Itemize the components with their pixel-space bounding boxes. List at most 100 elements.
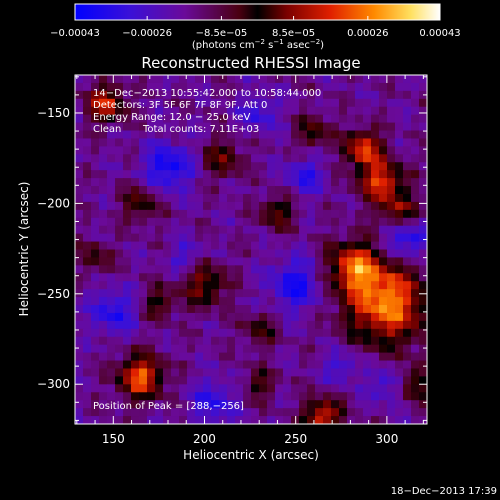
heatmap-cell [235, 344, 244, 354]
heatmap-cell [227, 376, 236, 385]
heatmap-cell [355, 392, 364, 401]
heatmap-cell [147, 336, 156, 346]
heatmap-cell [259, 130, 268, 140]
heatmap-cell [411, 75, 420, 84]
heatmap-cell [323, 376, 332, 385]
heatmap-cell [339, 368, 348, 378]
heatmap-cell [203, 201, 212, 211]
heatmap-cell [371, 162, 380, 171]
heatmap-cell [163, 289, 172, 298]
heatmap-cell [227, 98, 236, 108]
heatmap-cell [379, 305, 388, 314]
heatmap-cell [203, 193, 212, 203]
heatmap-cell [235, 186, 244, 195]
heatmap-cell [267, 344, 276, 354]
heatmap-cell [203, 75, 212, 84]
heatmap-cell [315, 75, 324, 84]
heatmap-cell [291, 305, 300, 314]
heatmap-cell [267, 201, 276, 211]
heatmap-cell [139, 265, 148, 274]
heatmap-cell [91, 305, 100, 314]
heatmap-cell [139, 249, 148, 259]
heatmap-cell [403, 138, 412, 147]
heatmap-cell [243, 352, 252, 362]
heatmap-cell [155, 170, 164, 179]
heatmap-cell [195, 265, 204, 274]
heatmap-cell [395, 209, 404, 219]
heatmap-cell [307, 146, 316, 155]
heatmap-cell [155, 114, 164, 124]
heatmap-cell [267, 146, 276, 155]
heatmap-cell [275, 408, 284, 417]
heatmap-cell [355, 122, 364, 132]
heatmap-cell [411, 400, 420, 409]
heatmap-cell [203, 122, 212, 132]
heatmap-cell [195, 225, 204, 235]
heatmap-cell [315, 384, 324, 393]
heatmap-cell [195, 201, 204, 211]
heatmap-cell [371, 154, 380, 163]
heatmap-cell [251, 138, 260, 147]
heatmap-cell [299, 233, 308, 243]
heatmap-cell [315, 201, 324, 211]
heatmap-cell [123, 257, 132, 266]
heatmap-cell [403, 146, 412, 155]
heatmap-cell [131, 217, 140, 227]
heatmap-cell [347, 90, 356, 100]
heatmap-cell [211, 336, 220, 346]
heatmap-cell [331, 170, 340, 179]
heatmap-cell [123, 178, 132, 187]
heatmap-cell [259, 328, 268, 338]
heatmap-cell [227, 249, 236, 259]
heatmap-cell [275, 320, 284, 330]
heatmap-cell [331, 297, 340, 306]
heatmap-cell [403, 193, 412, 203]
heatmap-cell [275, 225, 284, 235]
heatmap-cell [259, 416, 268, 424]
heatmap-cell [299, 154, 308, 163]
heatmap-cell [275, 82, 284, 92]
heatmap-cell [323, 305, 332, 314]
heatmap-cell [83, 400, 92, 409]
heatmap-cell [179, 106, 188, 116]
heatmap-cell [411, 193, 420, 203]
heatmap-cell [179, 75, 188, 84]
heatmap-cell [315, 416, 324, 424]
heatmap-cell [99, 138, 108, 147]
heatmap-cell [251, 360, 260, 370]
heatmap-cell [363, 201, 372, 211]
heatmap-cell [275, 201, 284, 211]
heatmap-cell [323, 273, 332, 282]
heatmap-cell [147, 75, 156, 84]
heatmap-cell [275, 392, 284, 401]
chart-title: Reconstructed RHESSI Image [141, 54, 360, 72]
heatmap-cell [211, 376, 220, 385]
heatmap-cell [355, 146, 364, 155]
heatmap-cell [323, 193, 332, 203]
heatmap-cell [211, 352, 220, 362]
heatmap-cell [195, 241, 204, 251]
heatmap-cell [395, 201, 404, 211]
heatmap-cell [163, 217, 172, 227]
heatmap-cell [235, 265, 244, 274]
heatmap-cell [243, 90, 252, 100]
heatmap-cell [307, 154, 316, 163]
heatmap-cell [219, 376, 228, 385]
heatmap-cell [363, 154, 372, 163]
heatmap-cell [147, 138, 156, 147]
heatmap-cell [403, 312, 412, 322]
heatmap-cell [171, 138, 180, 147]
heatmap-cell [179, 122, 188, 132]
heatmap-cell [267, 297, 276, 306]
heatmap-cell [163, 130, 172, 140]
heatmap-cell [99, 90, 108, 100]
heatmap-cell [267, 368, 276, 378]
heatmap-cell [387, 217, 396, 227]
heatmap-cell [179, 281, 188, 290]
heatmap-cell [403, 241, 412, 251]
heatmap-cell [371, 352, 380, 362]
heatmap-cell [147, 368, 156, 378]
heatmap-cell [251, 384, 260, 393]
heatmap-cell [99, 265, 108, 274]
heatmap-cell [307, 114, 316, 124]
